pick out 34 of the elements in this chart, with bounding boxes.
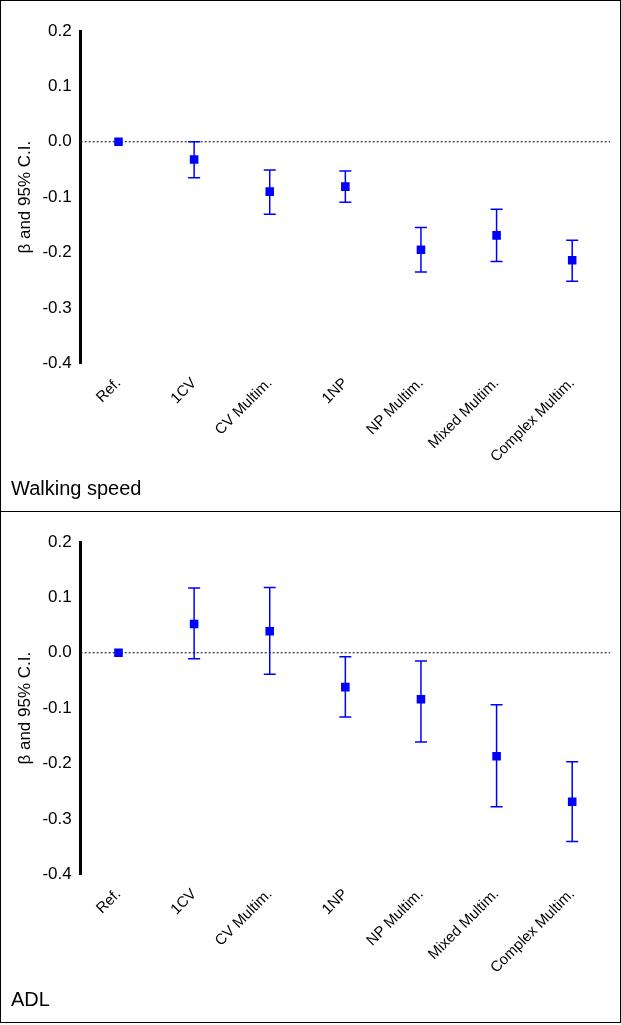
point [189,619,199,629]
y-axis-title: β and 95% C.I. [14,651,34,765]
y-tick-label: 0.1 [48,76,72,96]
y-tick-label: -0.1 [42,697,72,717]
point [492,231,501,240]
point [416,695,426,704]
y-tick-label: 0.2 [48,531,72,551]
point [265,187,275,196]
point [341,682,350,692]
y-tick-label: -0.2 [42,753,72,773]
y-axis-title: β and 95% C.I. [14,140,34,254]
y-tick-label: -0.3 [42,297,72,317]
y-tick-label: 0.1 [48,587,72,607]
y-tick-label: -0.4 [42,352,72,372]
point [416,245,426,255]
y-tick-label: 0.2 [48,20,72,40]
point [567,256,577,265]
point [189,155,199,164]
text: Walking speed [11,476,142,499]
y-tick-label: 0.0 [48,131,72,151]
point [114,648,123,658]
point [265,626,275,636]
point [567,797,577,807]
x-tick-label: Ref. [92,884,124,917]
y-tick-label: -0.3 [42,808,72,828]
point [492,752,501,761]
y-tick-label: -0.1 [42,186,72,206]
point [114,137,123,147]
y-tick-label: -0.4 [42,863,72,883]
x-tick-label: Ref. [92,373,124,406]
text: ADL [11,987,50,1010]
y-tick-label: 0.0 [48,642,72,662]
point [341,182,350,191]
y-tick-label: -0.2 [42,242,72,262]
